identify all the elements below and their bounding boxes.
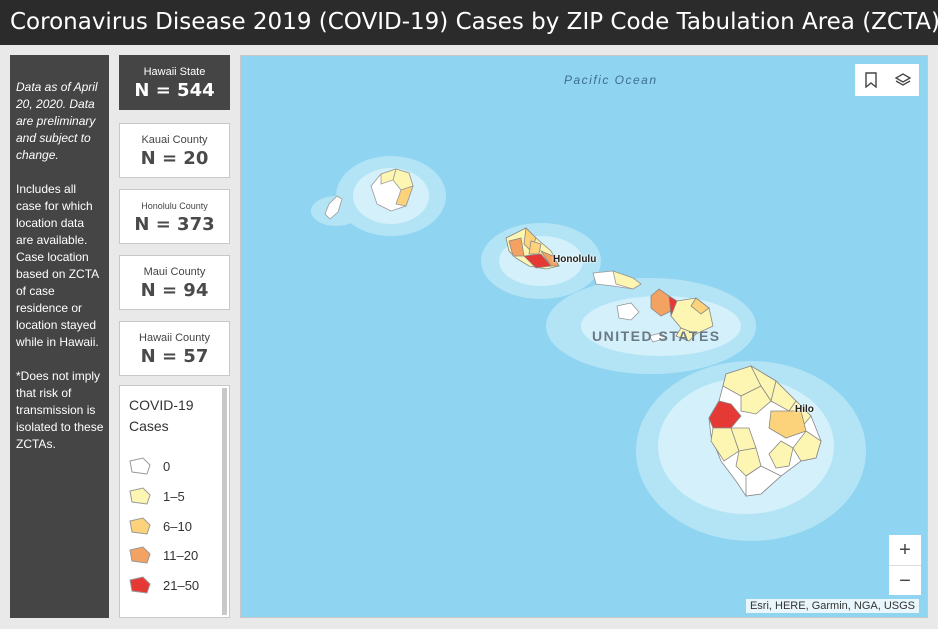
stat-value: N = 57 bbox=[140, 346, 209, 367]
kauai-island bbox=[370, 168, 414, 212]
legend-label: 21–50 bbox=[163, 577, 200, 593]
stat-hawaii-county: Hawaii County N = 57 bbox=[119, 321, 230, 376]
legend-label: 11–20 bbox=[163, 547, 199, 563]
legend-swatch bbox=[129, 457, 151, 475]
stat-hawaii-state: Hawaii State N = 544 bbox=[119, 55, 230, 110]
city-label-honolulu: Honolulu bbox=[553, 254, 597, 265]
maui-island bbox=[650, 288, 714, 342]
ocean-label: Pacific Ocean bbox=[564, 73, 658, 87]
stat-kauai-county: Kauai County N = 20 bbox=[119, 123, 230, 178]
notes-panel: Data as of April 20, 2020. Data are prel… bbox=[10, 55, 109, 618]
niihau-island bbox=[324, 195, 343, 220]
stat-value: N = 94 bbox=[140, 280, 209, 301]
stat-label: Hawaii County bbox=[139, 332, 210, 344]
inclusion-note: Includes all case for which location dat… bbox=[16, 182, 99, 349]
stat-label: Honolulu County bbox=[141, 201, 208, 211]
zoom-in-button[interactable]: + bbox=[889, 535, 921, 565]
legend-item-1: 1–5 bbox=[129, 485, 185, 507]
legend-label: 0 bbox=[163, 458, 171, 474]
kahoolawe-island bbox=[648, 332, 667, 343]
legend-item-3: 11–20 bbox=[129, 544, 198, 566]
map-view[interactable]: Pacific Ocean UNITED STATES Honolulu Hil… bbox=[240, 55, 928, 618]
bookmark-button[interactable] bbox=[855, 64, 887, 96]
stat-label: Kauai County bbox=[141, 134, 208, 146]
data-date-note: Data as of April 20, 2020. Data are prel… bbox=[16, 80, 98, 162]
legend-swatch bbox=[129, 487, 151, 505]
molokai-island bbox=[592, 270, 642, 290]
legend-item-2: 6–10 bbox=[129, 515, 192, 537]
oahu-island bbox=[505, 227, 560, 270]
stat-label: Maui County bbox=[143, 266, 206, 278]
bookmark-icon bbox=[865, 72, 877, 88]
stat-value: N = 20 bbox=[140, 148, 209, 169]
stat-value: N = 373 bbox=[134, 214, 215, 235]
layers-icon bbox=[894, 73, 912, 86]
stat-honolulu-county: Honolulu County N = 373 bbox=[119, 189, 230, 244]
legend-swatch bbox=[129, 576, 151, 594]
legend-title: COVID-19 Cases bbox=[129, 397, 194, 434]
stat-maui-county: Maui County N = 94 bbox=[119, 255, 230, 310]
legend-label: 1–5 bbox=[163, 488, 185, 504]
country-label: UNITED STATES bbox=[592, 328, 721, 344]
zoom-out-button[interactable]: − bbox=[889, 565, 921, 595]
legend-item-0: 0 bbox=[129, 455, 170, 477]
legend-swatch bbox=[129, 546, 151, 564]
disclaimer-note: *Does not imply that risk of transmissio… bbox=[16, 369, 104, 451]
city-label-hilo: Hilo bbox=[795, 404, 814, 415]
stat-value: N = 544 bbox=[134, 80, 215, 101]
lanai-island bbox=[616, 302, 640, 321]
map-legend: COVID-19 Cases 0 1–5 6–10 11–20 21–50 bbox=[119, 385, 230, 618]
page-title: Coronavirus Disease 2019 (COVID-19) Case… bbox=[0, 0, 938, 45]
legend-scrollbar[interactable] bbox=[222, 388, 227, 615]
big-island bbox=[708, 364, 822, 497]
stat-label: Hawaii State bbox=[143, 66, 206, 78]
map-basemap bbox=[311, 156, 866, 541]
legend-label: 6–10 bbox=[163, 518, 192, 534]
legend-swatch bbox=[129, 517, 151, 535]
map-attribution: Esri, HERE, Garmin, NGA, USGS bbox=[745, 599, 919, 613]
legend-item-4: 21–50 bbox=[129, 574, 199, 596]
layers-button[interactable] bbox=[887, 64, 919, 96]
